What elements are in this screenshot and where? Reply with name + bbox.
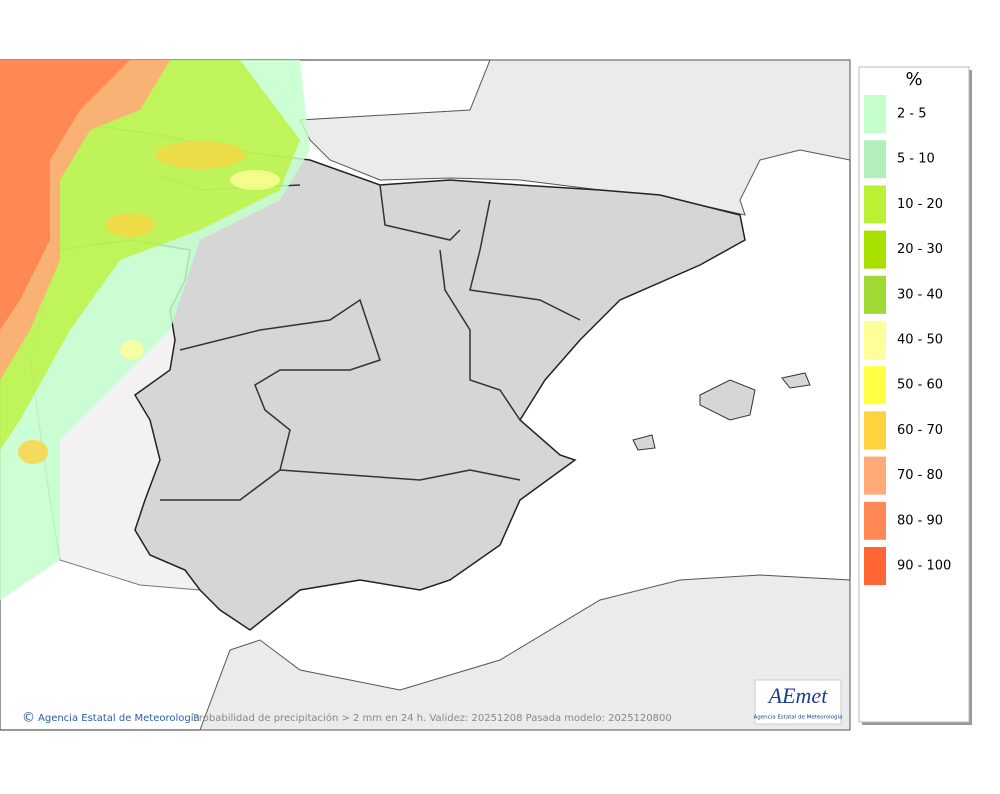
legend-label: 60 - 70 xyxy=(897,423,943,438)
legend-swatch xyxy=(864,411,886,450)
africa xyxy=(199,574,851,731)
legend-label: 30 - 40 xyxy=(897,287,943,302)
legend-swatch xyxy=(864,321,886,359)
mallorca xyxy=(699,379,756,421)
legend-label: 50 - 60 xyxy=(897,378,943,393)
copyright-icon: © xyxy=(22,711,35,726)
legend-swatch xyxy=(864,275,886,314)
legend: % 2 - 5 5 - 10 10 - 20 20 - 30 30 - 40 40 - 5… xyxy=(858,66,972,725)
legend-swatch xyxy=(864,140,886,179)
legend-swatch xyxy=(864,230,886,269)
map: © Agencia Estatal de Meteorología Probab… xyxy=(0,59,851,731)
legend-swatch xyxy=(864,185,886,224)
caption: Probabilidad de precipitación > 2 mm en … xyxy=(193,712,672,724)
precipitation xyxy=(0,60,310,600)
legend-label: 90 - 100 xyxy=(897,559,951,574)
logo-box xyxy=(754,679,842,725)
legend-label: 20 - 30 xyxy=(897,242,943,257)
ibiza xyxy=(632,434,656,451)
legend-swatch xyxy=(864,547,886,585)
logo: AEmet xyxy=(767,683,829,708)
legend-swatch xyxy=(864,95,886,133)
legend-label: 40 - 50 xyxy=(897,333,943,348)
legend-swatch xyxy=(864,501,886,540)
spain xyxy=(39,124,746,631)
legend-label: 70 - 80 xyxy=(897,468,943,483)
logo-subtitle: Agencia Estatal de Meteorología xyxy=(754,714,843,721)
legend-label: 2 - 5 xyxy=(897,107,927,122)
credit: Agencia Estatal de Meteorología xyxy=(38,712,200,724)
legend-swatch xyxy=(864,366,886,405)
legend-title: % xyxy=(905,69,922,90)
legend-label: 5 - 10 xyxy=(897,152,935,167)
legend-label: 80 - 90 xyxy=(897,513,943,528)
legend-swatch xyxy=(864,456,886,495)
legend-label: 10 - 20 xyxy=(897,197,943,212)
menorca xyxy=(781,372,811,389)
